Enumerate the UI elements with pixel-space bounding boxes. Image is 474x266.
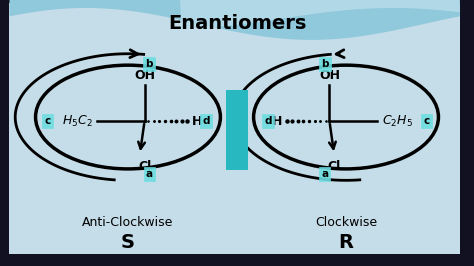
Text: OH: OH <box>319 69 340 82</box>
Text: Cl: Cl <box>138 160 151 173</box>
Text: b: b <box>146 59 153 69</box>
FancyBboxPatch shape <box>460 0 474 266</box>
Text: Anti-Clockwise: Anti-Clockwise <box>82 216 173 228</box>
Text: $C_2H_5$: $C_2H_5$ <box>382 114 412 128</box>
Text: c: c <box>423 116 430 126</box>
Text: Cl: Cl <box>328 160 341 173</box>
Text: Clockwise: Clockwise <box>315 216 377 228</box>
FancyBboxPatch shape <box>9 3 460 255</box>
Text: Enantiomers: Enantiomers <box>168 14 306 34</box>
FancyBboxPatch shape <box>0 0 9 266</box>
Text: d: d <box>264 116 272 126</box>
FancyBboxPatch shape <box>226 90 248 170</box>
FancyBboxPatch shape <box>0 254 474 266</box>
Text: d: d <box>202 116 210 126</box>
Text: H: H <box>272 115 282 127</box>
Text: c: c <box>44 116 51 126</box>
Polygon shape <box>180 0 460 29</box>
Text: R: R <box>338 232 354 252</box>
Polygon shape <box>9 0 460 40</box>
Text: S: S <box>121 232 135 252</box>
Text: a: a <box>146 169 153 179</box>
Text: $H_5C_2$: $H_5C_2$ <box>62 114 92 128</box>
Text: OH: OH <box>134 69 155 82</box>
Text: b: b <box>321 59 328 69</box>
Text: H: H <box>192 115 202 127</box>
Text: a: a <box>321 169 328 179</box>
